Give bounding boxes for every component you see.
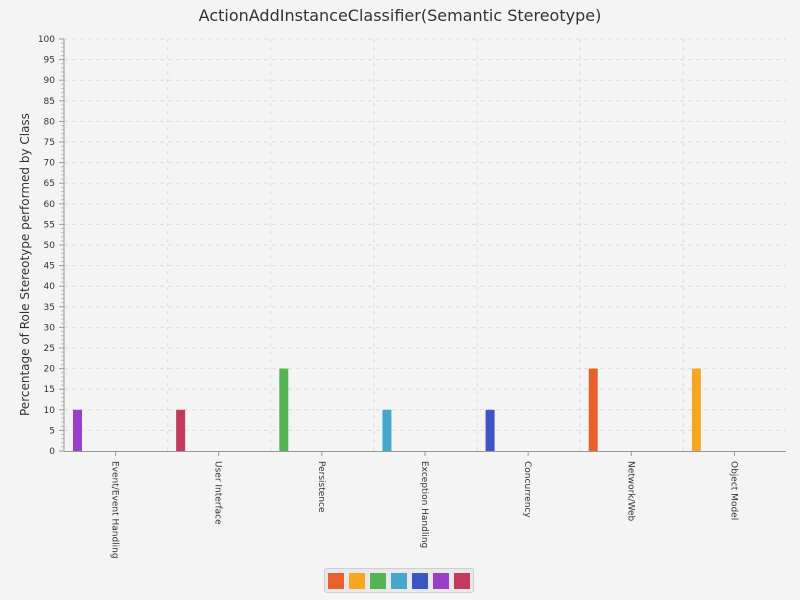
y-tick-label: 30 <box>44 323 56 333</box>
x-tick-label: Object Model <box>728 461 738 520</box>
bar <box>73 409 82 451</box>
bar <box>382 409 392 451</box>
y-tick-label: 0 <box>49 447 55 457</box>
x-tick-label: Exception Handling <box>419 461 429 548</box>
y-tick-label: 100 <box>38 35 55 45</box>
y-tick-label: 85 <box>44 97 55 107</box>
legend-swatch <box>454 572 470 589</box>
bar <box>279 368 289 451</box>
axis-layer: 0 5 10 15 20 25 30 35 40 45 50 55 60 65 70 75 80 85 90 95 10… <box>38 35 786 457</box>
y-tick-label: 10 <box>44 406 56 416</box>
y-tick-label: 65 <box>44 179 55 189</box>
y-tick-label: 50 <box>44 241 56 251</box>
y-tick-label: 70 <box>44 159 56 169</box>
bar-layer <box>73 368 701 451</box>
x-tick-label: Concurrency <box>522 461 532 518</box>
y-tick-label: 45 <box>44 262 55 272</box>
y-tick-label: 90 <box>44 76 56 86</box>
legend-swatch <box>328 572 344 589</box>
y-tick-label: 25 <box>44 344 55 354</box>
legend-swatch <box>391 572 407 589</box>
bar <box>691 368 701 451</box>
bar <box>588 368 598 451</box>
legend-swatch <box>433 572 449 589</box>
y-tick-label: 40 <box>44 282 56 292</box>
y-tick-label: 75 <box>44 138 55 148</box>
chart-title: ActionAddInstanceClassifier(Semantic Ste… <box>198 6 602 25</box>
y-tick-label: 55 <box>44 220 55 230</box>
y-tick-label: 35 <box>44 303 55 313</box>
legend <box>324 568 474 593</box>
x-tick-label: Persistence <box>316 461 326 513</box>
x-tick-label: Event/Event Handling <box>110 461 120 559</box>
bar <box>485 409 495 451</box>
y-tick-label: 60 <box>44 200 56 210</box>
bar <box>176 409 186 451</box>
y-tick-label: 95 <box>44 56 55 66</box>
legend-swatch <box>349 572 365 589</box>
y-tick-label: 20 <box>44 365 56 375</box>
label-layer: Event/Event Handling User Interface Persis… <box>110 461 739 559</box>
legend-swatch <box>412 572 428 589</box>
y-tick-label: 80 <box>44 117 56 127</box>
legend-swatch <box>370 572 386 589</box>
y-tick-label: 5 <box>49 426 55 436</box>
grid-layer <box>64 38 786 451</box>
x-tick-label: User Interface <box>213 461 223 525</box>
y-tick-label: 15 <box>44 385 55 395</box>
x-tick-label: Network/Web <box>625 461 635 522</box>
